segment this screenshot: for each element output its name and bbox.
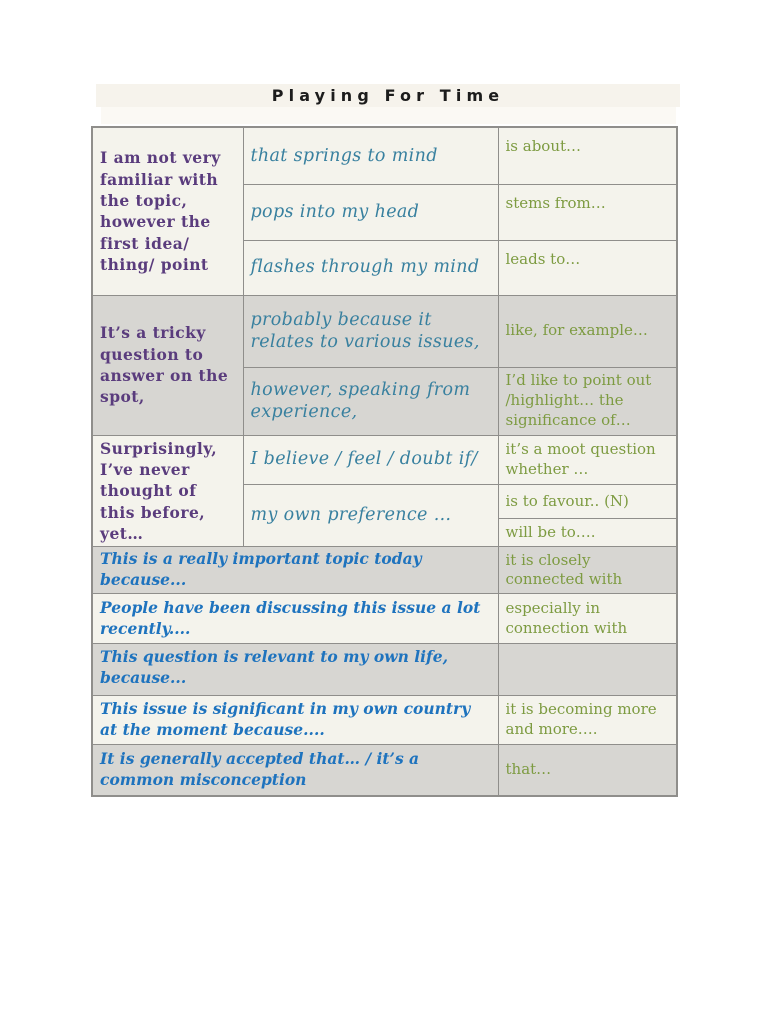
followup-cell-closely-connected: it is closely connected with <box>497 546 678 595</box>
title-band: Playing For Time <box>96 84 680 107</box>
phrases-table: I am not very familiar with the topic, h… <box>91 126 678 797</box>
phrase-cell-springs-to-mind: that springs to mind <box>242 126 499 185</box>
phrase-cell-i-believe-feel-doubt: I believe / feel / doubt if/ <box>242 434 499 485</box>
opener-cell-tricky-question: It’s a tricky question to answer on the … <box>91 294 244 436</box>
followup-cell-especially-in-connection: especially in connection with <box>497 593 678 645</box>
phrase-cell-probably-because: probably because it relates to various i… <box>242 294 499 368</box>
followup-cell-point-out-highlight: I’d like to point out /highlight… the si… <box>497 366 678 436</box>
statement-cell-relevant-to-my-life: This question is relevant to my own life… <box>91 643 499 697</box>
opener-cell-surprisingly-never-thought: Surprisingly, I’ve never thought of this… <box>91 434 244 548</box>
followup-cell-that: that… <box>497 744 678 797</box>
followup-cell-like-for-example: like, for example… <box>497 294 678 368</box>
phrase-cell-flashes-through-mind: flashes through my mind <box>242 239 499 296</box>
document-title: Playing For Time <box>271 86 505 105</box>
statement-cell-generally-accepted: It is generally accepted that… / it’s a … <box>91 744 499 797</box>
followup-cell-becoming-more-and-more: it is becoming more and more…. <box>497 695 678 746</box>
phrase-cell-my-own-preference: my own preference … <box>242 483 499 548</box>
followup-cell-leads-to: leads to… <box>497 239 678 296</box>
phrase-cell-speaking-from-experience: however, speaking from experience, <box>242 366 499 436</box>
opener-cell-unfamiliar-topic: I am not very familiar with the topic, h… <box>91 126 244 296</box>
followup-cell-will-be-to: will be to…. <box>497 518 678 548</box>
followup-cell-is-to-favour: is to favour.. (N) <box>497 483 678 520</box>
followup-cell-moot-question: it’s a moot question whether … <box>497 434 678 485</box>
phrase-cell-pops-into-head: pops into my head <box>242 183 499 241</box>
followup-cell-stems-from: stems from… <box>497 183 678 241</box>
subtitle-band <box>101 107 676 124</box>
statement-cell-important-topic: This is a really important topic today b… <box>91 546 499 595</box>
statement-cell-significant-in-my-country: This issue is significant in my own coun… <box>91 695 499 746</box>
followup-cell-is-about: is about… <box>497 126 678 185</box>
followup-cell-empty <box>497 643 678 697</box>
statement-cell-discussing-issue: People have been discussing this issue a… <box>91 593 499 645</box>
